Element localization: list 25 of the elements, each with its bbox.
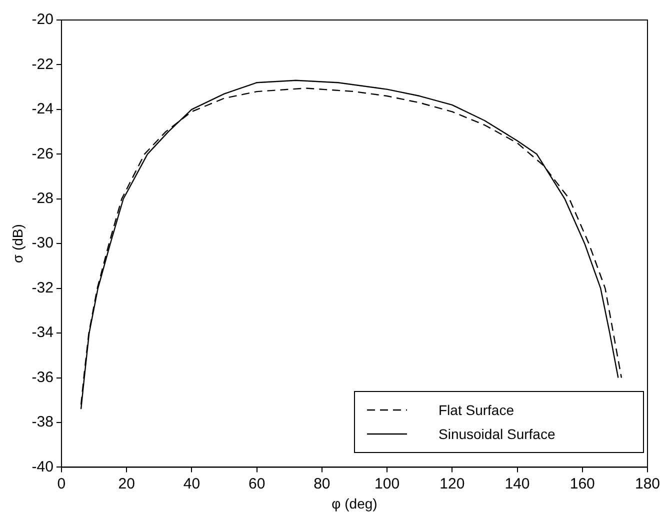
y-tick-label: -22 — [32, 56, 54, 73]
x-tick-label: 0 — [57, 475, 66, 492]
y-axis-title: σ (dB) — [9, 224, 26, 264]
x-tick-label: 20 — [118, 475, 135, 492]
legend-label: Sinusoidal Surface — [438, 426, 556, 442]
x-axis-title: φ (deg) — [332, 495, 378, 512]
x-tick-label: 120 — [440, 475, 465, 492]
x-tick-label: 80 — [314, 475, 330, 492]
x-tick-label: 60 — [248, 475, 266, 492]
y-tick-label: -40 — [32, 458, 54, 476]
y-tick-label: -32 — [32, 279, 54, 296]
x-tick-label: 40 — [183, 475, 200, 492]
y-tick-label: -38 — [32, 414, 54, 431]
y-tick-label: -20 — [32, 11, 54, 28]
y-tick-label: -24 — [32, 100, 54, 118]
y-tick-label: -26 — [32, 145, 54, 162]
x-tick-label: 180 — [634, 475, 660, 492]
y-tick-label: -36 — [32, 368, 54, 386]
x-tick-label: 100 — [374, 475, 400, 492]
y-tick-label: -34 — [32, 324, 54, 342]
legend-label: Flat Surface — [438, 402, 515, 418]
y-tick-label: -28 — [32, 190, 54, 208]
x-tick-label: 160 — [570, 475, 595, 492]
y-tick-label: -30 — [32, 234, 54, 252]
x-tick-label: 140 — [504, 475, 530, 492]
